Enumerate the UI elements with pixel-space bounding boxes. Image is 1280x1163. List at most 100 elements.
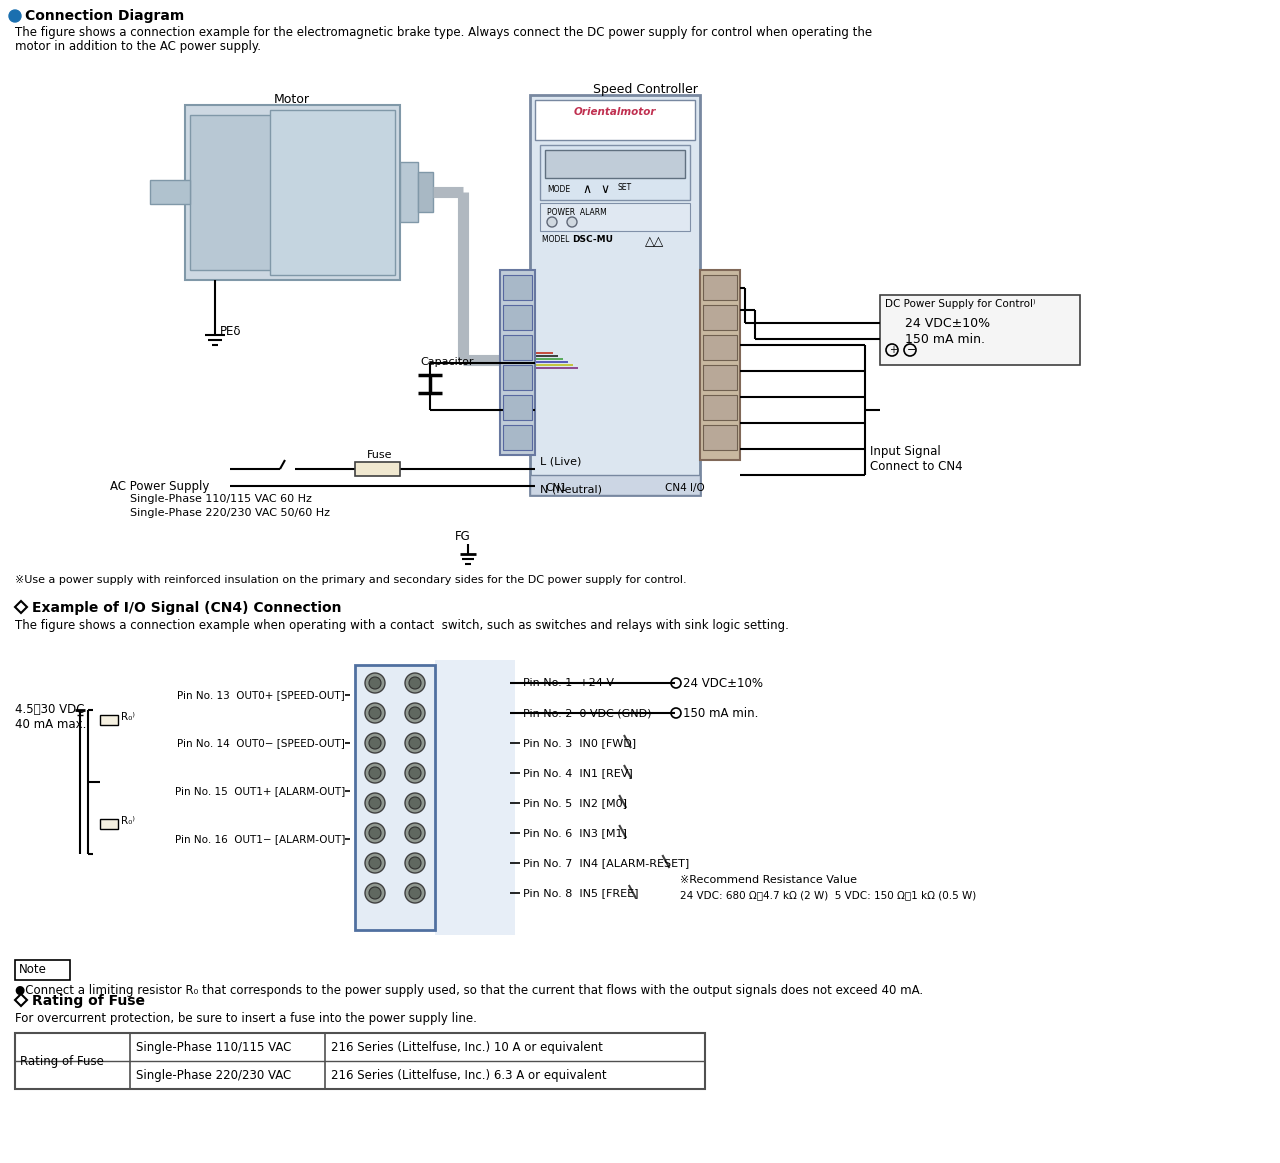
Text: Pin No. 2  0 VDC (GND): Pin No. 2 0 VDC (GND) [524,708,652,718]
Text: SET: SET [618,183,632,192]
Text: Pin No. 4  IN1 [REV]: Pin No. 4 IN1 [REV] [524,768,632,778]
Text: 24 VDC±10%: 24 VDC±10% [905,317,991,330]
Text: 4.5～30 VDC: 4.5～30 VDC [15,702,84,716]
Circle shape [404,733,425,752]
Text: Rating of Fuse: Rating of Fuse [32,994,145,1008]
Text: FG: FG [454,530,471,543]
Text: R₀⁾: R₀⁾ [122,712,134,722]
Bar [503,395,532,420]
Text: Pin No. 14  OUT0− [SPEED-OUT]: Pin No. 14 OUT0− [SPEED-OUT] [177,739,346,748]
Circle shape [365,823,385,843]
Text: −: − [908,345,916,355]
Circle shape [365,763,385,783]
Bar [503,305,532,330]
Circle shape [404,883,425,902]
Text: ※Use a power supply with reinforced insulation on the primary and secondary side: ※Use a power supply with reinforced insu… [15,575,686,585]
Circle shape [365,702,385,723]
Circle shape [369,857,381,869]
Text: Single-Phase 220/230 VAC: Single-Phase 220/230 VAC [136,1070,292,1083]
Circle shape [404,823,425,843]
Bar [100,819,118,829]
Text: Orientalmotor: Orientalmotor [573,107,657,117]
Text: MODEL: MODEL [541,235,572,244]
Bar [530,95,700,495]
Circle shape [410,797,421,809]
Text: Pin No. 13  OUT0+ [SPEED-OUT]: Pin No. 13 OUT0+ [SPEED-OUT] [177,690,346,700]
Text: Pin No. 8  IN5 [FREE]: Pin No. 8 IN5 [FREE] [524,889,639,898]
Text: N (Neutral): N (Neutral) [540,484,602,494]
Text: Pin No. 7  IN4 [ALARM-RESET]: Pin No. 7 IN4 [ALARM-RESET] [524,858,689,868]
Bar [419,172,433,212]
Text: ●Connect a limiting resistor R₀ that corresponds to the power supply used, so th: ●Connect a limiting resistor R₀ that cor… [15,984,923,997]
Circle shape [369,737,381,749]
Bar [540,204,690,231]
Text: motor in addition to the AC power supply.: motor in addition to the AC power supply… [15,40,261,53]
Bar [355,665,435,930]
Bar [535,100,695,140]
Text: Capacitor: Capacitor [420,357,474,368]
Circle shape [410,768,421,779]
Bar [186,105,399,280]
Circle shape [365,883,385,902]
Text: Connect to CN4: Connect to CN4 [870,461,963,473]
Text: ※Recommend Resistance Value: ※Recommend Resistance Value [680,875,858,885]
Bar [270,110,396,274]
Bar [881,295,1080,365]
Bar [435,659,515,935]
Circle shape [365,793,385,813]
Text: The figure shows a connection example for the electromagnetic brake type. Always: The figure shows a connection example fo… [15,26,872,40]
Circle shape [369,707,381,719]
Circle shape [404,793,425,813]
Bar [503,274,532,300]
Circle shape [369,827,381,839]
Circle shape [567,217,577,227]
Bar [703,274,737,300]
Text: Pin No. 1  +24 V: Pin No. 1 +24 V [524,678,614,688]
Circle shape [404,763,425,783]
Text: CN1: CN1 [545,483,567,493]
Bar [703,424,737,450]
Text: Pin No. 16  OUT1− [ALARM-OUT]: Pin No. 16 OUT1− [ALARM-OUT] [174,834,346,844]
Bar [703,305,737,330]
Circle shape [410,737,421,749]
Text: Connection Diagram: Connection Diagram [26,9,184,23]
Text: Rating of Fuse: Rating of Fuse [20,1055,104,1068]
Text: R₀⁾: R₀⁾ [122,816,134,826]
Text: 216 Series (Littelfuse, Inc.) 6.3 A or equivalent: 216 Series (Littelfuse, Inc.) 6.3 A or e… [332,1070,607,1083]
Circle shape [410,707,421,719]
Text: △△: △△ [645,235,664,248]
Bar [703,395,737,420]
Circle shape [410,887,421,899]
Text: POWER  ALARM: POWER ALARM [547,208,607,217]
Bar [100,715,118,725]
Circle shape [404,852,425,873]
Text: 40 mA max.: 40 mA max. [15,718,86,732]
Text: 150 mA min.: 150 mA min. [684,707,758,720]
Bar [540,145,690,200]
Circle shape [410,677,421,688]
Text: Speed Controller: Speed Controller [593,83,698,97]
Text: DSC-MU: DSC-MU [572,235,613,244]
Text: Pin No. 3  IN0 [FWD]: Pin No. 3 IN0 [FWD] [524,739,636,748]
Text: Pin No. 6  IN3 [M1]: Pin No. 6 IN3 [M1] [524,828,627,839]
Text: Pin No. 15  OUT1+ [ALARM-OUT]: Pin No. 15 OUT1+ [ALARM-OUT] [175,786,346,795]
Text: L (Live): L (Live) [540,456,581,466]
Circle shape [9,10,20,22]
Text: MODE: MODE [547,185,570,194]
Bar [503,365,532,390]
Text: DC Power Supply for Control⁾: DC Power Supply for Control⁾ [884,299,1036,309]
Text: Pin No. 5  IN2 [M0]: Pin No. 5 IN2 [M0] [524,798,627,808]
Bar [150,180,189,204]
Circle shape [404,702,425,723]
Text: PEδ: PEδ [220,324,242,338]
Circle shape [365,673,385,693]
Bar [503,424,532,450]
Text: Note: Note [19,963,47,976]
Bar [399,162,419,222]
Text: 150 mA min.: 150 mA min. [905,333,986,347]
Circle shape [369,797,381,809]
Bar [503,335,532,361]
Bar [15,959,70,980]
Text: Example of I/O Signal (CN4) Connection: Example of I/O Signal (CN4) Connection [32,601,342,615]
Text: Input Signal: Input Signal [870,445,941,458]
